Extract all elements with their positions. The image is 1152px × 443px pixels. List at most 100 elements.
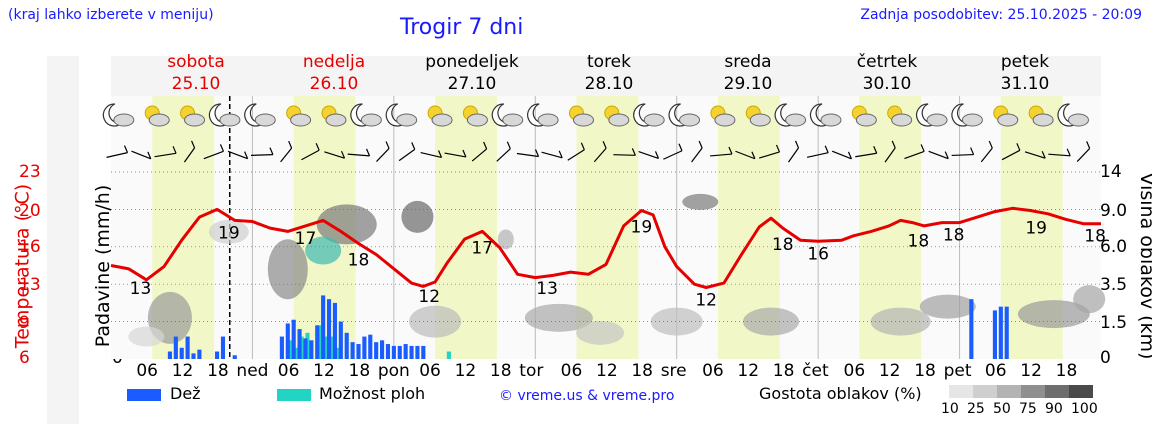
temperature-value-label: 18 <box>908 231 930 251</box>
rain-bar <box>303 338 308 359</box>
cloud-height-tick: 0 <box>1100 348 1111 368</box>
density-level-label: 90 <box>1045 401 1063 417</box>
region-hint: (kraj lahko izberete v meniju) <box>8 7 214 23</box>
rain-bar <box>403 344 408 359</box>
temperature-value-label: 19 <box>631 218 653 238</box>
cloud-icon <box>325 113 347 127</box>
time-tick: pon <box>377 361 410 381</box>
wind-barb <box>154 152 177 158</box>
time-tick: 18 <box>1055 361 1078 381</box>
rain-bar <box>191 353 196 359</box>
wind-barb <box>884 147 896 163</box>
wind-barb <box>904 150 925 160</box>
rain-bar <box>385 344 391 359</box>
cloud-density-area <box>682 193 719 210</box>
temperature-tick: 16 <box>19 237 41 257</box>
density-level-label: 10 <box>941 401 959 417</box>
cloud-density-area <box>208 219 249 244</box>
cloud-height-tick: 14 <box>1100 162 1122 182</box>
rain-bar <box>326 299 332 359</box>
temperature-value-label: 17 <box>471 238 493 258</box>
time-tick: 06 <box>702 361 724 381</box>
time-tick: pet <box>943 361 972 381</box>
wind-barb <box>444 152 467 158</box>
wind-barb-tick <box>654 151 660 159</box>
cloud-icon <box>219 113 241 127</box>
temperature-tick: 6 <box>19 348 30 368</box>
wind-barb-tick <box>462 149 467 158</box>
time-tick: čet <box>802 361 829 381</box>
time-tick: 12 <box>171 361 194 381</box>
cloud-density-area <box>524 303 593 332</box>
wind-barb-tick <box>385 141 390 149</box>
shower-bar <box>446 351 451 359</box>
temperature-value-label: 18 <box>348 251 370 271</box>
day-date: 30.10 <box>862 74 912 94</box>
cloud-icon <box>290 113 312 127</box>
rain-bar <box>197 349 202 359</box>
wind-barb <box>250 154 273 156</box>
rain-bar <box>315 325 320 359</box>
day-date: 28.10 <box>584 74 634 94</box>
wind-barb-tick <box>1066 148 1071 157</box>
cloud-icon <box>1032 113 1054 127</box>
time-tick: 12 <box>737 361 760 381</box>
cloud-density-area <box>305 236 342 265</box>
wind-barb <box>638 151 659 159</box>
wind-barb <box>951 153 974 157</box>
wind-barb-tick <box>847 151 853 160</box>
cloud-height-tick: 1.5 <box>1100 313 1128 333</box>
rain-bar <box>362 336 367 359</box>
time-tick: 18 <box>914 361 936 381</box>
time-tick: 06 <box>984 361 1007 381</box>
rain-bar <box>220 336 226 359</box>
time-tick: ned <box>236 361 269 381</box>
wind-barb <box>301 149 320 161</box>
rain-bar <box>332 302 337 359</box>
temperature-value-label: 12 <box>418 287 440 307</box>
rain-bar <box>368 334 373 359</box>
cloud-icon <box>820 113 842 127</box>
credits-link[interactable]: © vreme.us & vreme.pro <box>499 388 675 404</box>
wind-barb <box>691 147 703 163</box>
rain-bar <box>344 332 349 359</box>
wind-barb-tick <box>873 145 878 154</box>
cloud-icon <box>466 113 488 127</box>
cloud-icon <box>891 113 913 127</box>
wind-barb-tick <box>365 148 371 157</box>
rain-bar <box>309 340 314 359</box>
day-name: sobota <box>167 52 225 72</box>
left-axis-strip <box>47 56 79 424</box>
wind-barb <box>613 154 636 156</box>
time-tick: 18 <box>489 361 512 381</box>
day-name: sreda <box>724 52 772 72</box>
cloud-density-area <box>1073 285 1106 314</box>
cloud-density-label: Gostota oblakov (%) <box>759 384 922 403</box>
cloud-icon <box>608 113 630 127</box>
temperature-value-label: 18 <box>772 235 794 255</box>
cloud-icon <box>749 113 771 127</box>
wind-barb-tick <box>631 148 636 156</box>
temperature-value-label: 13 <box>130 279 152 299</box>
cloud-density-area <box>401 200 434 233</box>
cloud-icon <box>254 113 276 127</box>
cloud-icon <box>360 113 382 127</box>
cloud-density-area <box>919 294 976 319</box>
rain-bar <box>167 351 172 359</box>
wind-barb-tick <box>988 140 993 149</box>
wind-barb <box>928 150 949 160</box>
wind-barb-tick <box>315 143 320 151</box>
wind-barb <box>183 147 196 163</box>
wind-barb-tick <box>147 151 152 160</box>
cloud-icon <box>148 113 170 127</box>
wind-barb-tick <box>558 150 563 159</box>
temperature-value-label: 13 <box>536 279 558 299</box>
wind-barb <box>980 147 993 163</box>
cloud-density-area <box>870 307 931 336</box>
wind-barb-tick <box>506 141 511 149</box>
cloud-icon <box>502 113 524 127</box>
cloud-icon <box>396 113 418 127</box>
density-swatch <box>973 385 997 398</box>
density-level-label: 75 <box>1019 401 1037 417</box>
